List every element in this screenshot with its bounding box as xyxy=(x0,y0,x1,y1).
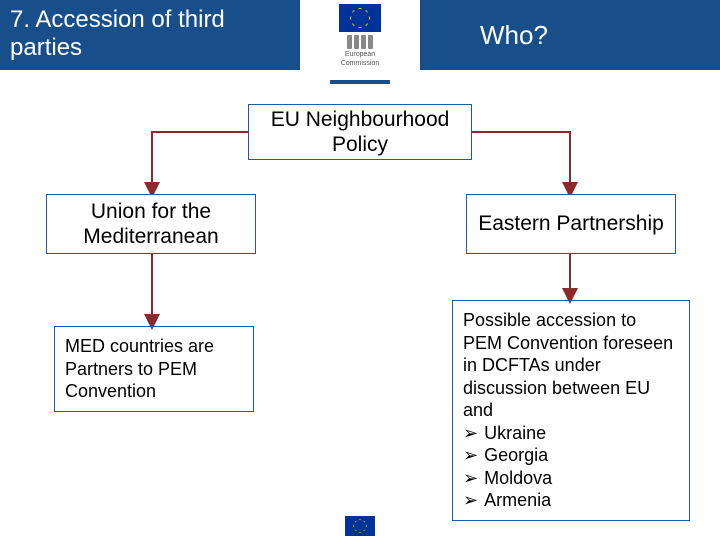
slide-title: 7. Accession of third parties xyxy=(0,0,300,70)
bullet-label: Georgia xyxy=(484,444,548,467)
bullet-icon: ➢ xyxy=(463,422,478,445)
footer-eu-flag-icon xyxy=(345,516,375,536)
left-detail-text: MED countries are Partners to PEM Conven… xyxy=(65,336,214,401)
node-right-detail: Possible accession to PEM Convention for… xyxy=(452,300,690,521)
bullet-label: Armenia xyxy=(484,489,551,512)
node-right: Eastern Partnership xyxy=(466,194,676,254)
edge-root-right xyxy=(472,132,570,190)
ec-logo-area: European Commission xyxy=(300,0,420,70)
eu-flag-icon xyxy=(339,4,381,32)
bullet-item: ➢ Armenia xyxy=(463,489,679,512)
bullet-item: ➢ Ukraine xyxy=(463,422,679,445)
edge-root-left xyxy=(152,132,248,190)
node-root-label: EU Neighbourhood Policy xyxy=(249,107,471,157)
bullet-icon: ➢ xyxy=(463,444,478,467)
bullet-item: ➢ Georgia xyxy=(463,444,679,467)
bullet-icon: ➢ xyxy=(463,489,478,512)
bullet-icon: ➢ xyxy=(463,467,478,490)
bullet-label: Ukraine xyxy=(484,422,546,445)
node-root: EU Neighbourhood Policy xyxy=(248,104,472,160)
node-left-detail: MED countries are Partners to PEM Conven… xyxy=(54,326,254,412)
header-bar: 7. Accession of third parties European C… xyxy=(0,0,720,70)
ec-pillars-icon xyxy=(347,35,373,49)
node-left-label: Union for the Mediterranean xyxy=(47,199,255,249)
ec-logo-label-2: Commission xyxy=(341,60,380,67)
bullet-item: ➢ Moldova xyxy=(463,467,679,490)
ec-logo-label-1: European xyxy=(345,51,375,58)
bullet-label: Moldova xyxy=(484,467,552,490)
slide-subtitle: Who? xyxy=(420,0,720,70)
european-commission-logo: European Commission xyxy=(339,4,381,67)
right-detail-intro: Possible accession to PEM Convention for… xyxy=(463,309,679,422)
node-left: Union for the Mediterranean xyxy=(46,194,256,254)
ec-logo-underline xyxy=(330,80,390,84)
node-right-label: Eastern Partnership xyxy=(478,211,664,236)
